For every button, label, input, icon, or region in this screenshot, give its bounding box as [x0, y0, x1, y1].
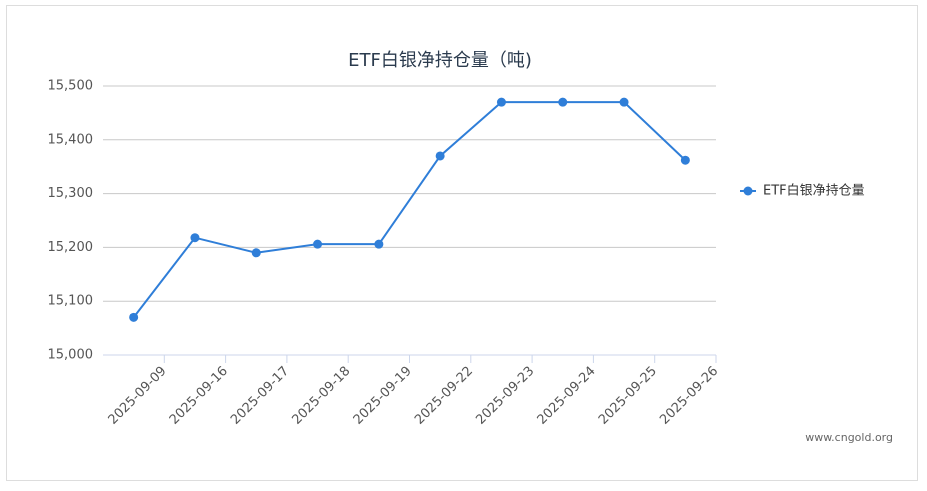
chart-title: ETF白银净持仓量（吨) [348, 50, 532, 71]
data-point [129, 312, 139, 322]
y-tick-label: 15,100 [48, 294, 94, 309]
legend-label: ETF白银净持仓量 [763, 183, 865, 199]
legend-marker [743, 186, 753, 196]
data-point [496, 97, 506, 107]
y-tick-label: 15,000 [48, 348, 94, 363]
y-tick-label: 15,500 [48, 79, 94, 94]
data-point [680, 155, 690, 165]
data-point [374, 239, 384, 249]
chart-frame [6, 5, 918, 481]
source-note: www.cngold.org [805, 431, 893, 444]
series-line [132, 101, 687, 318]
data-point [619, 97, 629, 107]
data-point [251, 248, 261, 258]
data-point [435, 151, 445, 161]
y-tick-label: 15,300 [48, 186, 94, 201]
y-tick-label: 15,200 [48, 240, 94, 255]
data-point [190, 233, 200, 243]
y-tick-label: 15,400 [48, 132, 94, 147]
data-point [558, 97, 568, 107]
data-point [313, 239, 323, 249]
